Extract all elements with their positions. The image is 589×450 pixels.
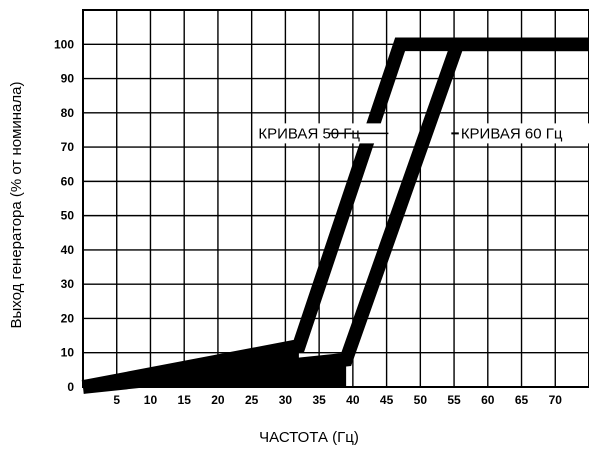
y-tick-label-100: 100	[54, 37, 74, 51]
series-2-point-2	[345, 359, 347, 361]
y-tick-label-50: 50	[61, 209, 75, 223]
x-tick-label-70: 70	[549, 393, 563, 407]
annotation-2-label: КРИВАЯ 60 Гц	[461, 125, 563, 142]
x-tick-label-25: 25	[245, 393, 259, 407]
annotation-1-background	[254, 123, 383, 144]
y-axis-label: Выход генератора (% от номинала)	[8, 82, 25, 329]
y-tick-label-80: 80	[61, 106, 75, 120]
x-axis-label: ЧАСТОТА (Гц)	[259, 429, 359, 446]
x-tick-labels: 5 10 15 20 25 30 35 40 45 50 55 60 65 70	[113, 393, 562, 407]
y-tick-label-60: 60	[61, 174, 75, 188]
y-tick-label-0: 0	[67, 380, 74, 394]
x-tick-label-35: 35	[312, 393, 326, 407]
x-tick-label-10: 10	[144, 393, 158, 407]
x-tick-label-65: 65	[515, 393, 529, 407]
x-tick-label-45: 45	[380, 393, 394, 407]
series-layer	[81, 37, 589, 394]
x-tick-label-60: 60	[481, 393, 495, 407]
x-tick-label-30: 30	[279, 393, 293, 407]
x-tick-label-5: 5	[113, 393, 120, 407]
x-tick-label-40: 40	[346, 393, 360, 407]
y-tick-label-20: 20	[61, 311, 75, 325]
x-tick-label-20: 20	[211, 393, 225, 407]
series-1-point-2	[298, 345, 300, 347]
x-tick-label-55: 55	[447, 393, 461, 407]
y-tick-label-70: 70	[61, 140, 75, 154]
annotation-2-background	[456, 123, 589, 144]
y-tick-labels: 0 10 20 30 40 50 60 70 80 90 100	[54, 37, 74, 394]
x-tick-label-50: 50	[414, 393, 428, 407]
annotation-1-label: КРИВАЯ 50 Гц	[258, 125, 360, 142]
y-tick-label-10: 10	[61, 346, 75, 360]
y-tick-label-40: 40	[61, 243, 75, 257]
y-tick-label-90: 90	[61, 72, 75, 86]
annotations: КРИВАЯ 50 Гц КРИВАЯ 60 Гц	[254, 123, 589, 144]
x-tick-label-15: 15	[178, 393, 192, 407]
y-tick-label-30: 30	[61, 277, 75, 291]
series-2-point-1	[82, 386, 84, 388]
